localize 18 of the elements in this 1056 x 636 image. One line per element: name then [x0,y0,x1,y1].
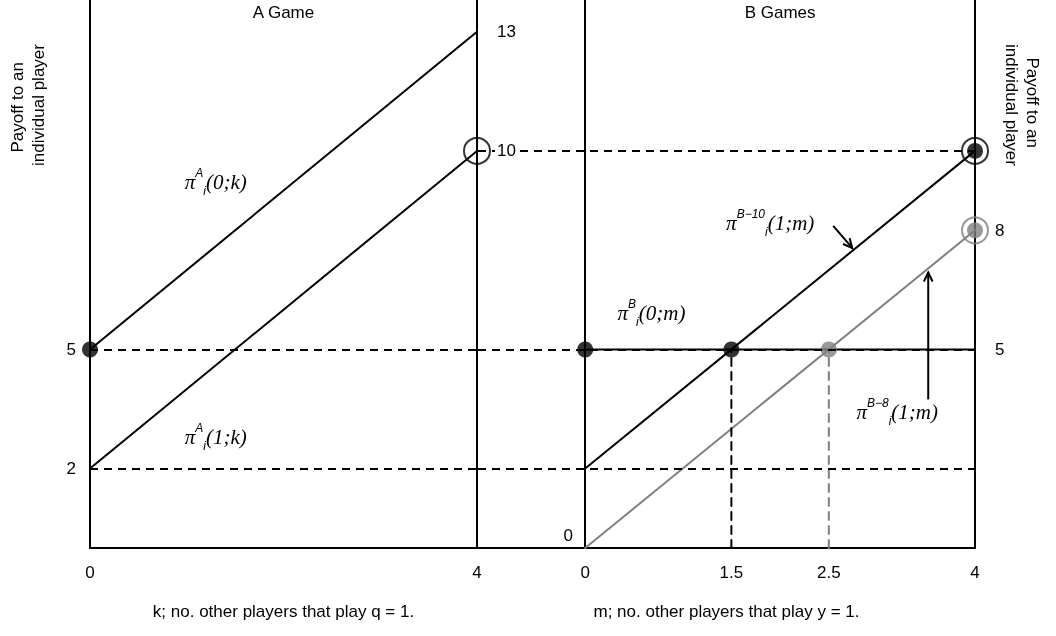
chart-title: B Games [744,3,816,22]
x-tick-label: 1.5 [719,563,744,582]
x-tick-label: 4 [472,563,482,582]
x-tick-label: 4 [970,563,980,582]
y2-tick-label: 8 [995,220,1005,240]
x-tick-label: 0 [580,563,590,582]
y2-axis-title: Payoff to an individual player [1002,44,1042,167]
chart-title: A Game [252,3,315,22]
y2-tick-label: 13 [497,22,516,42]
y-tick-label: 2 [66,459,76,479]
y2-tick-label: 5 [995,339,1005,359]
x-axis-title: k; no. other players that play q = 1. [152,602,415,621]
annotation: 0 [563,525,573,545]
x-tick-label: 2.5 [817,563,841,582]
y-axis-title: Payoff to an individual player [8,43,48,166]
x-tick-label: 0 [85,563,95,582]
y2-tick-label: 10 [497,141,516,161]
x-axis-title: m; no. other players that play y = 1. [593,602,860,621]
